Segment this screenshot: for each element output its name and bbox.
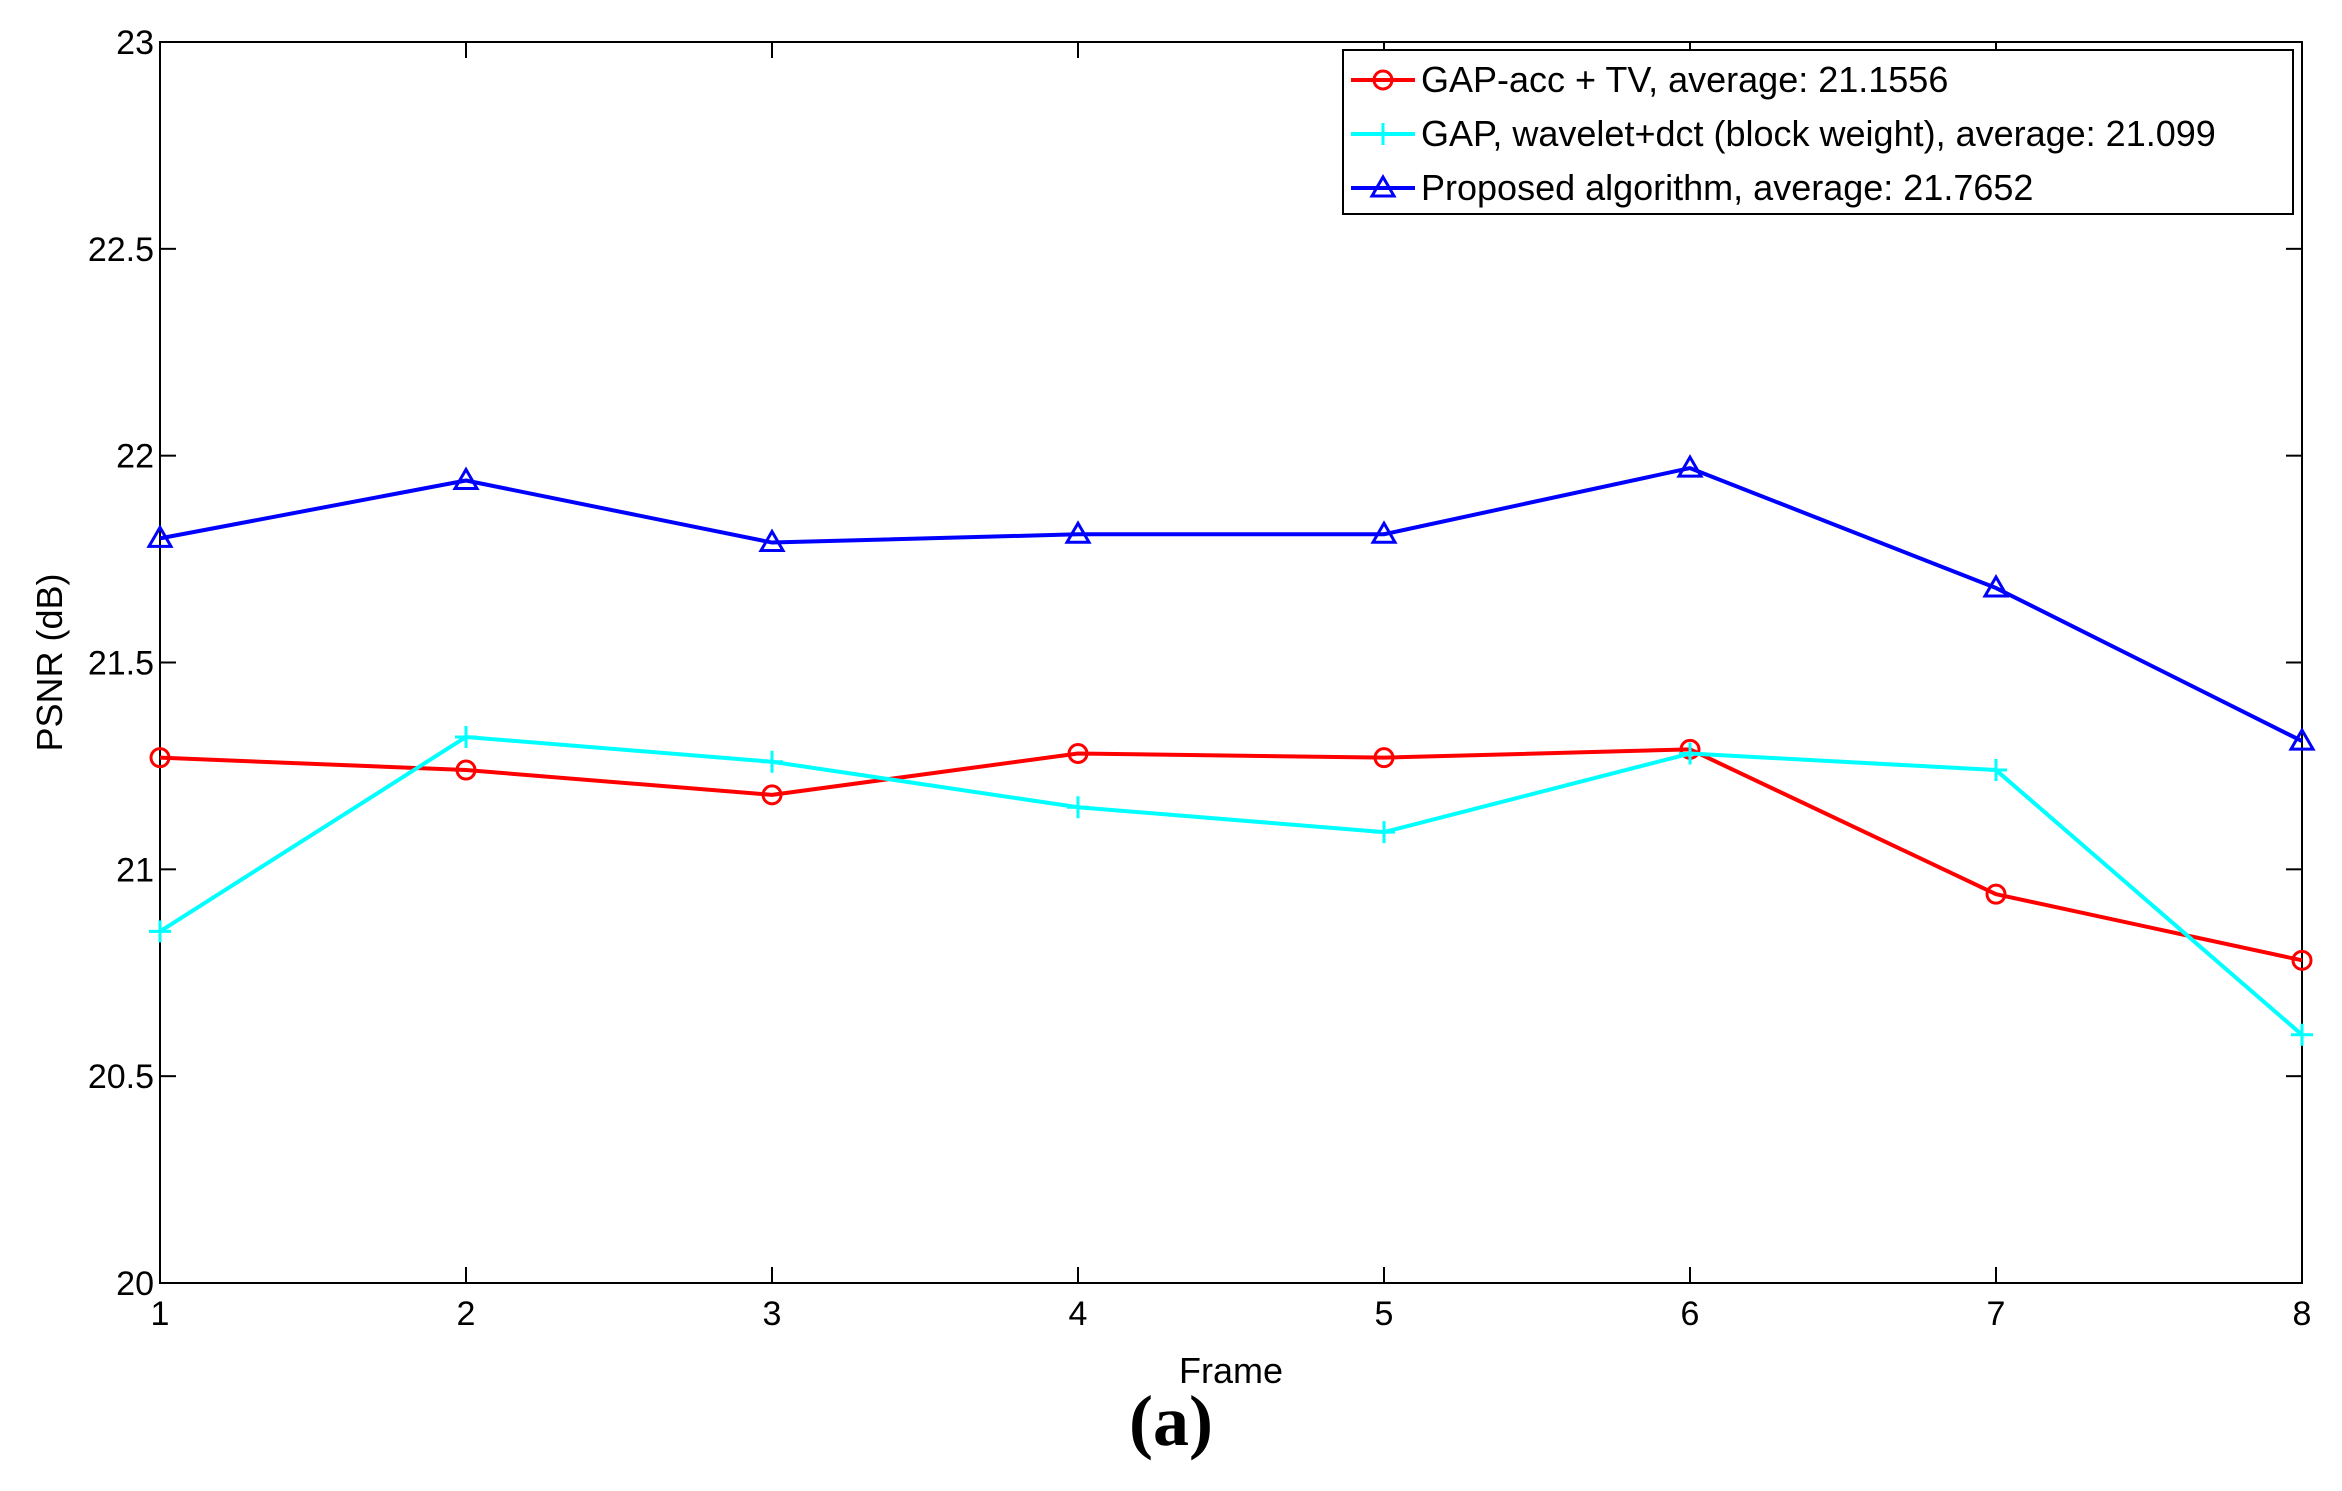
legend-box <box>1342 49 2294 215</box>
series-line <box>159 466 2303 743</box>
y-tick-label: 22.5 <box>88 231 154 269</box>
data-point <box>1064 520 1092 544</box>
data-point <box>2291 1023 2313 1046</box>
y-tick-label: 22 <box>116 438 154 476</box>
legend: GAP-acc + TV, average: 21.1556 GAP, wavel… <box>1342 49 2294 215</box>
data-point <box>761 784 783 806</box>
data-point <box>1679 742 1701 765</box>
x-tick-label: 2 <box>457 1295 476 1333</box>
series-line <box>158 734 2304 1037</box>
data-point <box>1067 796 1089 819</box>
data-point <box>149 920 171 943</box>
legend-label: GAP, wavelet+dct (block weight), average… <box>1421 113 2216 154</box>
data-point <box>1985 883 2007 905</box>
data-point <box>452 466 480 490</box>
data-point <box>1373 821 1395 844</box>
legend-label: Proposed algorithm, average: 21.7652 <box>1421 167 2033 208</box>
x-tick-label: 3 <box>763 1295 782 1333</box>
plot-area-frame <box>159 41 2303 1284</box>
data-point <box>1370 520 1398 544</box>
data-point <box>1373 747 1395 769</box>
series-3 <box>146 454 2316 751</box>
series-2 <box>149 725 2313 1046</box>
figure-caption: (a) <box>1129 1381 1213 1461</box>
x-tick-label: 7 <box>1987 1295 2006 1333</box>
y-tick-label: 20 <box>116 1265 154 1303</box>
x-tick-label: 1 <box>151 1295 170 1333</box>
y-tick-label: 21 <box>116 851 154 889</box>
x-tick-label: 6 <box>1681 1295 1700 1333</box>
data-point <box>2291 949 2313 971</box>
legend-swatch-marker <box>1369 174 1397 198</box>
x-tick-label: 5 <box>1375 1295 1394 1333</box>
legend-entry: GAP, wavelet+dct (block weight), average… <box>1351 113 2216 154</box>
series-line <box>159 747 2303 963</box>
series-1 <box>149 738 2313 971</box>
data-point <box>1982 574 2010 598</box>
data-point <box>1985 759 2007 782</box>
x-tick-label: 8 <box>2293 1295 2312 1333</box>
y-tick-label: 23 <box>116 24 154 62</box>
data-point <box>149 747 171 769</box>
y-tick-label: 20.5 <box>88 1058 154 1096</box>
legend-entry: Proposed algorithm, average: 21.7652 <box>1351 167 2033 208</box>
x-axis-label: Frame <box>1179 1350 1283 1391</box>
data-point <box>2288 727 2316 751</box>
data-point <box>1067 743 1089 765</box>
x-tick-label: 4 <box>1069 1295 1088 1333</box>
series-lines <box>146 454 2316 1046</box>
y-tick-label: 21.5 <box>88 645 154 683</box>
legend-entry: GAP-acc + TV, average: 21.1556 <box>1351 59 1948 100</box>
legend-label: GAP-acc + TV, average: 21.1556 <box>1421 59 1948 100</box>
data-point <box>455 725 477 748</box>
data-point <box>455 759 477 781</box>
data-point <box>1676 454 1704 478</box>
data-point <box>758 528 786 553</box>
y-axis-label: PSNR (dB) <box>29 573 70 751</box>
legend-swatch-marker <box>1372 123 1394 145</box>
data-point <box>146 524 174 548</box>
data-point <box>761 750 783 773</box>
legend-swatch-marker <box>1372 69 1394 91</box>
